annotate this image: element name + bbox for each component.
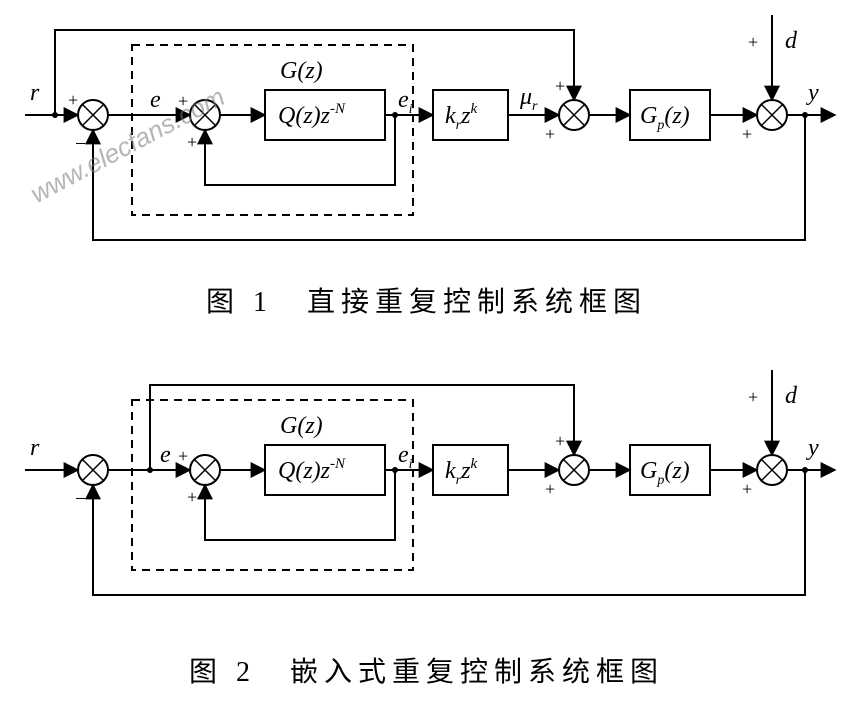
summing-junction-4b — [757, 455, 787, 485]
svg-text:+: + — [178, 446, 188, 466]
label-G2: G(z) — [280, 413, 323, 439]
svg-text:+: + — [187, 487, 197, 507]
label-y: y — [806, 80, 819, 106]
svg-text:+: + — [742, 479, 752, 499]
label-y2: y — [806, 435, 819, 461]
svg-text:+: + — [748, 32, 758, 52]
label-d: d — [785, 28, 798, 54]
svg-text:+: + — [187, 132, 197, 152]
summing-junction-3b — [559, 455, 589, 485]
svg-text:+: + — [555, 431, 565, 451]
svg-text:+: + — [68, 90, 78, 110]
svg-text:Gp(z): Gp(z) — [640, 103, 690, 133]
summing-junction-4 — [757, 100, 787, 130]
label-G: G(z) — [280, 58, 323, 84]
label-r2: r — [30, 435, 40, 461]
svg-text:μr: μr — [519, 84, 538, 114]
svg-text:−: − — [75, 133, 86, 155]
svg-text:krzk: krzk — [445, 456, 477, 488]
svg-text:ei: ei — [398, 87, 413, 117]
svg-text:krzk: krzk — [445, 101, 477, 133]
diagrams-svg: r + − e + + Q(z)z-N G(z) ei k — [0, 0, 853, 701]
svg-text:ei: ei — [398, 442, 413, 472]
svg-text:Gp(z): Gp(z) — [640, 458, 690, 488]
fig1: r + − e + + Q(z)z-N G(z) ei k — [25, 15, 835, 240]
label-e: e — [150, 87, 161, 113]
summing-junction-2b — [190, 455, 220, 485]
fig1-caption: 图 1 直接重复控制系统框图 — [0, 280, 853, 320]
svg-text:+: + — [555, 76, 565, 96]
label-e2: e — [160, 442, 171, 468]
svg-text:+: + — [545, 479, 555, 499]
label-d2: d — [785, 383, 798, 409]
svg-text:−: − — [75, 488, 86, 510]
summing-junction-3 — [559, 100, 589, 130]
svg-text:+: + — [748, 387, 758, 407]
fig2: r − e + + Q(z)z-N G(z) ei krzk — [25, 370, 835, 595]
summing-junction-1 — [78, 100, 108, 130]
svg-text:+: + — [545, 124, 555, 144]
summing-junction-2 — [190, 100, 220, 130]
summing-junction-1b — [78, 455, 108, 485]
svg-text:Q(z)z-N: Q(z)z-N — [278, 456, 346, 484]
svg-text:Q(z)z-N: Q(z)z-N — [278, 101, 346, 129]
svg-text:+: + — [178, 91, 188, 111]
dashed-region-G2 — [132, 400, 413, 570]
dashed-region-G — [132, 45, 413, 215]
fig2-caption: 图 2 嵌入式重复控制系统框图 — [0, 650, 853, 690]
label-r: r — [30, 80, 40, 106]
svg-text:+: + — [742, 124, 752, 144]
